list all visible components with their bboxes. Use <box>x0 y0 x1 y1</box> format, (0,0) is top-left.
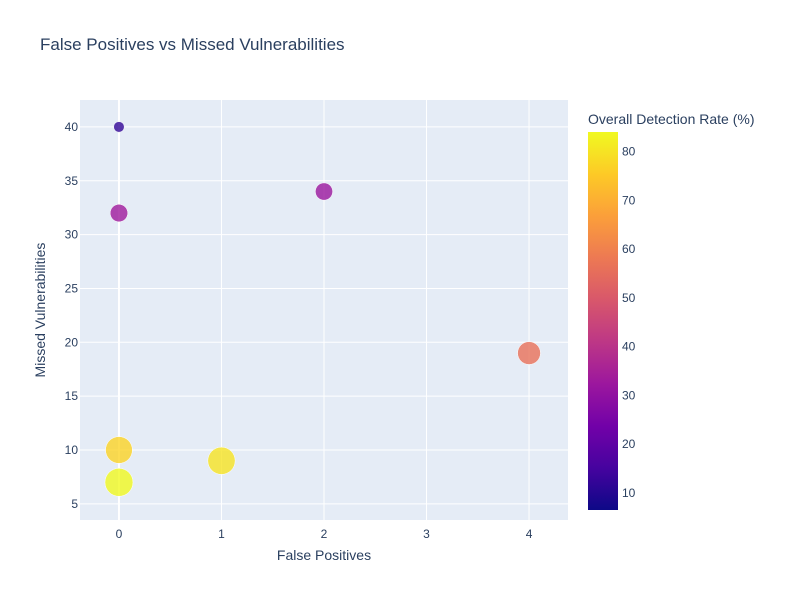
data-points[interactable] <box>104 121 541 497</box>
chart-title: False Positives vs Missed Vulnerabilitie… <box>40 35 345 54</box>
colorbar <box>588 132 618 510</box>
tick-labels: 0 1 2 3 4 5 10 15 20 25 30 35 40 <box>65 120 533 541</box>
scatter-point[interactable] <box>105 436 133 464</box>
scatter-point[interactable] <box>113 121 125 133</box>
y-tick-label: 10 <box>65 443 79 457</box>
colorbar-tick-label: 80 <box>622 145 636 159</box>
y-tick-label: 40 <box>65 120 79 134</box>
colorbar-tick-label: 10 <box>622 486 636 500</box>
x-tick-label: 3 <box>423 527 430 541</box>
scatter-point[interactable] <box>109 204 128 223</box>
colorbar-tick-label: 40 <box>622 340 636 354</box>
x-tick-label: 2 <box>321 527 328 541</box>
x-tick-label: 4 <box>526 527 533 541</box>
y-axis-title: Missed Vulnerabilities <box>32 243 48 378</box>
colorbar-tick-label: 30 <box>622 388 636 402</box>
x-tick-label: 0 <box>116 527 123 541</box>
y-tick-label: 15 <box>65 389 79 403</box>
scatter-point[interactable] <box>315 182 333 201</box>
y-tick-label: 30 <box>65 228 79 242</box>
y-tick-label: 5 <box>71 497 78 511</box>
grid-lines <box>80 100 568 520</box>
colorbar-tick-label: 20 <box>622 437 636 451</box>
scatter-point[interactable] <box>517 341 541 365</box>
x-axis-title: False Positives <box>277 547 371 563</box>
y-tick-label: 35 <box>65 174 79 188</box>
colorbar-tick-label: 70 <box>622 193 636 207</box>
y-tick-label: 25 <box>65 281 79 295</box>
scatter-point[interactable] <box>104 468 134 497</box>
colorbar-tick-label: 60 <box>622 242 636 256</box>
y-tick-label: 20 <box>65 335 79 349</box>
colorbar-ticks: 10 20 30 40 50 60 70 80 <box>622 145 636 500</box>
colorbar-title: Overall Detection Rate (%) <box>588 111 755 127</box>
colorbar-tick-label: 50 <box>622 291 636 305</box>
scatter-point[interactable] <box>207 446 236 475</box>
x-tick-label: 1 <box>218 527 225 541</box>
